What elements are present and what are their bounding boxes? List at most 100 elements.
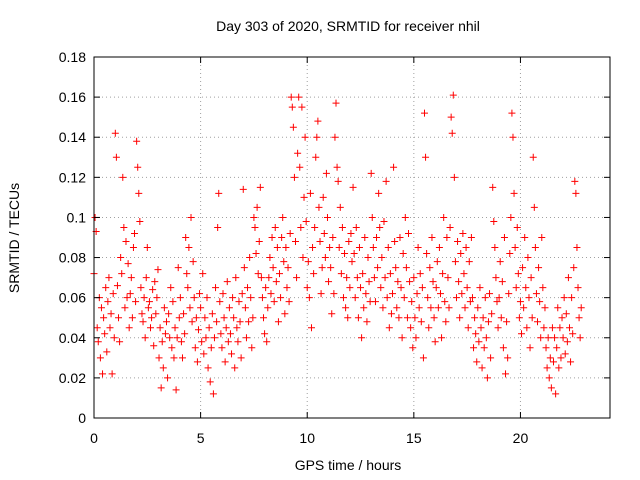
data-point bbox=[182, 234, 190, 241]
data-point bbox=[334, 177, 342, 185]
data-point bbox=[481, 294, 489, 302]
data-point bbox=[219, 290, 227, 298]
data-point bbox=[440, 213, 448, 221]
y-tick-label: 0.12 bbox=[59, 169, 86, 185]
data-point bbox=[564, 274, 572, 282]
data-point bbox=[355, 244, 363, 252]
data-point bbox=[570, 264, 578, 272]
data-point bbox=[486, 290, 494, 298]
data-point bbox=[293, 274, 301, 282]
data-point bbox=[419, 354, 427, 362]
data-point bbox=[369, 244, 377, 252]
data-point bbox=[268, 234, 276, 241]
data-point bbox=[508, 109, 516, 117]
data-point bbox=[143, 244, 151, 252]
data-point bbox=[171, 324, 179, 332]
data-point bbox=[513, 223, 521, 231]
data-point bbox=[145, 298, 153, 306]
data-point bbox=[470, 344, 478, 352]
data-point bbox=[149, 286, 157, 294]
y-tick-label: 0.1 bbox=[67, 209, 87, 225]
data-point bbox=[137, 284, 145, 292]
data-point bbox=[526, 344, 534, 352]
data-point bbox=[289, 123, 297, 131]
data-point bbox=[277, 294, 285, 302]
data-point bbox=[338, 223, 346, 231]
data-point bbox=[147, 324, 155, 332]
data-point bbox=[218, 344, 226, 352]
data-point bbox=[167, 284, 175, 292]
data-point bbox=[274, 318, 282, 326]
data-point bbox=[160, 304, 168, 312]
y-tick-label: 0.06 bbox=[59, 290, 86, 306]
data-point bbox=[384, 244, 392, 252]
data-point bbox=[278, 234, 286, 241]
data-point bbox=[166, 334, 174, 342]
data-point bbox=[248, 344, 256, 352]
data-point bbox=[484, 318, 492, 326]
data-point bbox=[497, 314, 505, 322]
data-point bbox=[482, 334, 490, 342]
data-point bbox=[123, 294, 131, 302]
data-point bbox=[442, 318, 450, 326]
data-point bbox=[452, 294, 460, 302]
data-point bbox=[261, 330, 269, 338]
data-point bbox=[358, 334, 366, 342]
data-point bbox=[276, 270, 284, 278]
data-point bbox=[394, 278, 402, 286]
data-point bbox=[281, 310, 289, 318]
data-point bbox=[352, 223, 360, 231]
data-point bbox=[569, 330, 577, 338]
data-point bbox=[188, 318, 196, 326]
data-point bbox=[201, 314, 209, 322]
data-point bbox=[304, 258, 312, 266]
data-point bbox=[362, 290, 370, 298]
data-point bbox=[418, 284, 426, 292]
data-point bbox=[183, 270, 191, 278]
data-point bbox=[443, 234, 451, 241]
data-point bbox=[303, 284, 311, 292]
data-point bbox=[150, 342, 158, 350]
data-point bbox=[320, 229, 328, 237]
data-point bbox=[375, 189, 383, 197]
data-point bbox=[221, 358, 229, 366]
data-point bbox=[254, 270, 262, 278]
data-point bbox=[348, 258, 356, 266]
x-tick-label: 0 bbox=[90, 430, 98, 446]
data-point bbox=[162, 318, 170, 326]
data-point bbox=[371, 298, 379, 306]
data-point bbox=[205, 324, 213, 332]
data-point bbox=[359, 270, 367, 278]
data-point bbox=[525, 294, 533, 302]
data-point bbox=[386, 270, 394, 278]
data-point bbox=[487, 354, 495, 362]
data-point bbox=[250, 213, 258, 221]
data-point bbox=[139, 318, 147, 326]
data-point bbox=[491, 244, 499, 252]
data-point bbox=[405, 229, 413, 237]
data-point bbox=[180, 310, 188, 318]
data-point bbox=[408, 298, 416, 306]
data-point bbox=[116, 338, 124, 346]
data-point bbox=[428, 234, 436, 241]
data-point bbox=[239, 185, 247, 193]
data-point bbox=[456, 314, 464, 322]
data-point bbox=[284, 264, 292, 272]
data-point bbox=[434, 304, 442, 312]
data-point bbox=[562, 310, 570, 318]
data-point bbox=[327, 264, 335, 272]
data-point bbox=[489, 183, 497, 191]
data-point bbox=[431, 338, 439, 346]
data-point bbox=[563, 338, 571, 346]
data-point bbox=[322, 169, 330, 177]
data-point bbox=[269, 264, 277, 272]
data-point bbox=[524, 254, 532, 262]
data-point bbox=[315, 203, 323, 211]
data-point bbox=[490, 217, 498, 225]
data-point bbox=[305, 294, 313, 302]
data-point bbox=[158, 338, 166, 346]
data-point bbox=[110, 334, 118, 342]
data-point bbox=[121, 304, 129, 312]
